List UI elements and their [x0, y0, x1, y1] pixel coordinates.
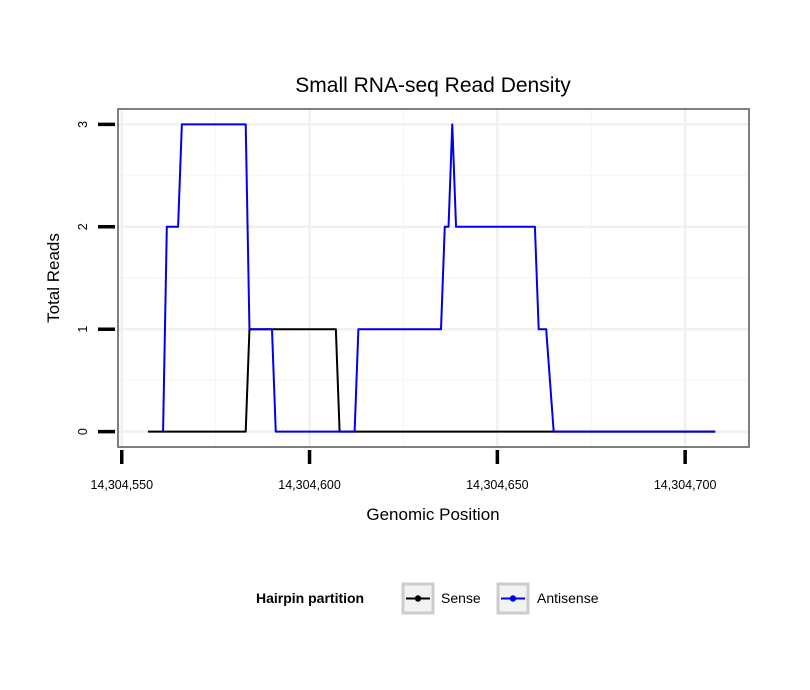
- y-tick-label: 3: [76, 121, 90, 128]
- legend-label-sense: Sense: [441, 590, 481, 606]
- x-axis: 14,304,550 14,304,600 14,304,650 14,304,700: [90, 450, 716, 492]
- chart-title: Small RNA-seq Read Density: [295, 74, 571, 97]
- y-tick-label: 1: [76, 326, 90, 333]
- legend: Hairpin partition Sense Antisense: [256, 582, 599, 615]
- y-tick-label: 0: [76, 428, 90, 435]
- series-line-sense: [148, 328, 716, 433]
- legend-title: Hairpin partition: [256, 590, 364, 606]
- plot-panel-border: [117, 108, 750, 448]
- x-tick-label: 14,304,550: [90, 478, 153, 492]
- data-series: [148, 123, 716, 433]
- y-axis: 0 1 2 3: [76, 121, 115, 435]
- x-tick-label: 14,304,650: [466, 478, 529, 492]
- x-tick-label: 14,304,700: [654, 478, 717, 492]
- legend-key-sense-point: [414, 595, 422, 602]
- x-axis-title: Genomic Position: [366, 505, 499, 524]
- series-line-antisense: [162, 123, 716, 433]
- legend-label-antisense: Antisense: [537, 590, 599, 606]
- y-tick-label: 2: [76, 223, 90, 230]
- legend-key-antisense-point: [509, 595, 517, 602]
- y-axis-title: Total Reads: [44, 233, 63, 323]
- x-tick-label: 14,304,600: [278, 478, 341, 492]
